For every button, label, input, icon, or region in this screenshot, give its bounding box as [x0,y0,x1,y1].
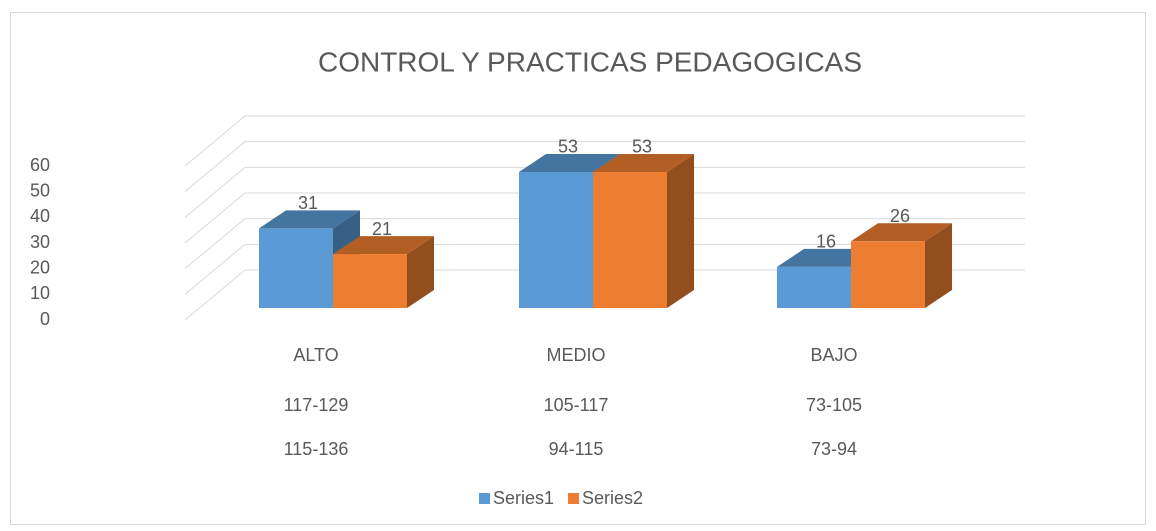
x-tick-label: ALTO [293,345,338,365]
legend-swatch [568,493,580,504]
x-tick-label: MEDIO [546,345,605,365]
legend-label: Series1 [493,488,554,508]
bar-top [259,210,360,229]
grid-line [184,166,1025,218]
x-tick-label: BAJO [810,345,857,365]
bar-top [333,236,434,255]
y-tick-label: 30 [30,232,50,252]
grid-line [184,269,1025,321]
grid-line [184,192,1025,244]
bar-side [667,153,694,308]
y-tick-label: 10 [30,283,50,303]
bar [851,241,925,308]
chart-title: CONTROL Y PRACTICAS PEDAGOGICAS [318,46,862,77]
grid-line [184,243,1025,295]
data-label: 53 [558,137,578,157]
x-tick-label: 105-117 [544,395,609,415]
y-tick-label: 20 [30,257,50,277]
grid-line [184,141,1025,193]
bar [259,228,333,308]
bar-side [407,236,434,308]
data-label: 26 [890,206,910,226]
bar-top [519,153,620,172]
data-label: 21 [372,219,392,239]
x-tick-label: 73-105 [806,395,862,415]
data-label: 31 [298,193,318,213]
bar [519,171,593,308]
bar [333,254,407,308]
bar-top [593,153,694,172]
x-tick-label: 117-129 [284,395,349,415]
bar-side [925,223,952,308]
data-label: 16 [816,232,836,252]
grid-line [184,115,1025,167]
legend-label: Series2 [582,488,643,508]
x-tick-label: 73-94 [811,439,857,459]
bar [593,171,667,308]
y-tick-label: 0 [40,309,50,329]
y-tick-label: 40 [30,206,50,226]
x-tick-label: 94-115 [549,439,604,459]
bar [777,266,851,308]
y-tick-label: 60 [30,155,50,175]
bar-top [851,223,952,242]
y-tick-label: 50 [30,180,50,200]
legend-swatch [479,493,490,504]
grid-line [184,218,1025,270]
x-tick-label: 115-136 [284,439,349,459]
data-label: 53 [632,137,652,157]
